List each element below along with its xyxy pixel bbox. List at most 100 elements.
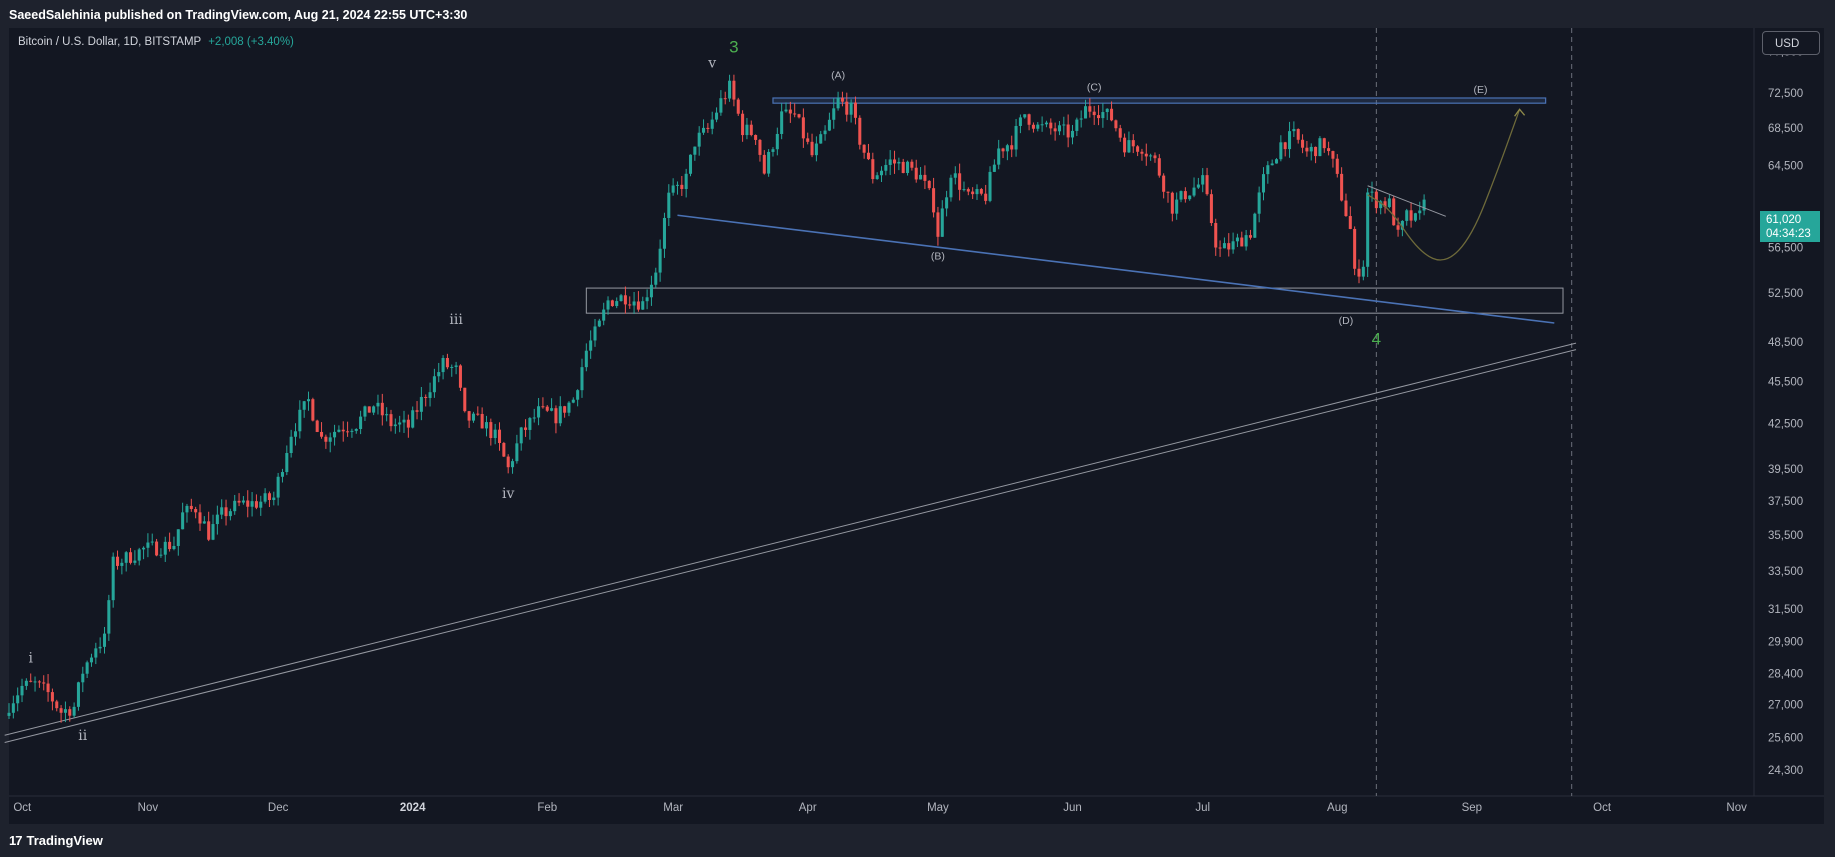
candle-body [458, 365, 462, 388]
candle-body [645, 297, 649, 302]
candle-body [680, 184, 684, 189]
candle-body [107, 600, 111, 634]
candle-body [16, 695, 20, 704]
candle-body [476, 413, 480, 415]
candle-body [506, 456, 510, 468]
candle-body [228, 511, 232, 517]
candle-body [116, 556, 120, 566]
candle-body [1270, 163, 1274, 166]
candle-body [454, 365, 458, 367]
time-tick-label: Nov [1726, 802, 1747, 814]
candle-body [1222, 243, 1226, 249]
candle-body [1162, 175, 1166, 192]
candle-body [1157, 158, 1161, 176]
candle-body [1231, 241, 1235, 250]
candle-body [137, 549, 141, 561]
candle-body [1127, 140, 1131, 153]
candle-body [814, 143, 818, 156]
candle-body [554, 408, 558, 424]
candle-body [823, 130, 827, 135]
candle-body [550, 408, 554, 411]
candle-body [1088, 106, 1092, 112]
candle-body [654, 272, 658, 285]
candle-body [1409, 210, 1413, 221]
candle-body [1379, 201, 1383, 209]
candle-body [1314, 146, 1318, 157]
candle-body [975, 189, 979, 195]
candle-body [1418, 210, 1422, 214]
candle-body [658, 248, 662, 273]
candle-body [311, 399, 315, 421]
candle-body [441, 357, 445, 373]
candle-body [775, 133, 779, 150]
candle-body [719, 98, 723, 113]
candle-body [428, 392, 432, 398]
candle-body [1266, 165, 1270, 175]
candle-body [72, 706, 76, 716]
candle-body [1214, 223, 1218, 248]
candle-body [762, 154, 766, 174]
candle-body [380, 402, 384, 416]
candle-body [793, 113, 797, 115]
candle-body [1296, 129, 1300, 140]
candle-body [1240, 237, 1244, 247]
publish-header: SaeedSalehinia published on TradingView.… [0, 0, 1835, 28]
candle-body [450, 366, 454, 368]
price-tick-label: 68,500 [1768, 123, 1803, 135]
candle-body [1097, 115, 1101, 119]
candle-body [285, 453, 289, 473]
candle-body [884, 164, 888, 171]
candle-body [1396, 225, 1400, 230]
tradingview-brand[interactable]: 17 TradingView [9, 833, 103, 848]
candle-body [1357, 268, 1361, 277]
candle-body [1331, 151, 1335, 159]
candle-body [202, 521, 206, 524]
wave-label: (B) [931, 250, 945, 262]
time-tick-label: Oct [1593, 802, 1612, 814]
time-axis[interactable]: Oct Nov Dec 2024 Feb Mar Apr May Jun Jul Aug Sep Oct… [13, 802, 1747, 814]
candle-body [333, 431, 337, 438]
candle-body [1101, 112, 1105, 119]
candle-body [7, 712, 11, 716]
currency-button[interactable]: USD [1762, 31, 1820, 55]
candle-body [1370, 191, 1374, 193]
candle-body [858, 117, 862, 145]
candle-body [602, 309, 606, 321]
candle-body [693, 146, 697, 155]
candle-body [906, 161, 910, 173]
wave-label: v [707, 56, 716, 72]
price-tick-label: 25,600 [1768, 733, 1803, 745]
candle-body [984, 193, 988, 201]
time-tick-label: Dec [268, 802, 289, 814]
candle-body [1070, 130, 1075, 138]
candle-body [780, 111, 784, 134]
candle-body [59, 708, 63, 713]
candle-body [1040, 124, 1044, 126]
candle-body [784, 109, 788, 112]
candle-body [1153, 155, 1157, 159]
candle-body [988, 171, 992, 201]
candle-body [98, 646, 102, 649]
candle-body [1318, 138, 1322, 157]
candle-body [467, 411, 471, 421]
candle-body [1261, 174, 1266, 193]
wave-label: 4 [1372, 329, 1381, 348]
candle-body [597, 320, 601, 327]
price-axis[interactable]: 77,50072,50068,50064,50056,50052,50048,5… [1768, 47, 1803, 777]
candle-body [537, 406, 541, 418]
symbol-legend[interactable]: Bitcoin / U.S. Dollar, 1D, BITSTAMP +2,0… [18, 36, 294, 48]
candle-body [940, 208, 944, 237]
candle-body [315, 420, 319, 432]
candle-body [241, 500, 245, 503]
candle-body [389, 414, 393, 427]
candle-body [1044, 122, 1048, 125]
candle-body [723, 98, 727, 100]
candle-body [840, 97, 844, 102]
candle-body [198, 512, 202, 524]
candle-body [1136, 146, 1140, 152]
candle-body [142, 547, 146, 550]
candle-body [1274, 159, 1279, 164]
candle-body [641, 301, 645, 310]
candle-body [272, 497, 276, 501]
